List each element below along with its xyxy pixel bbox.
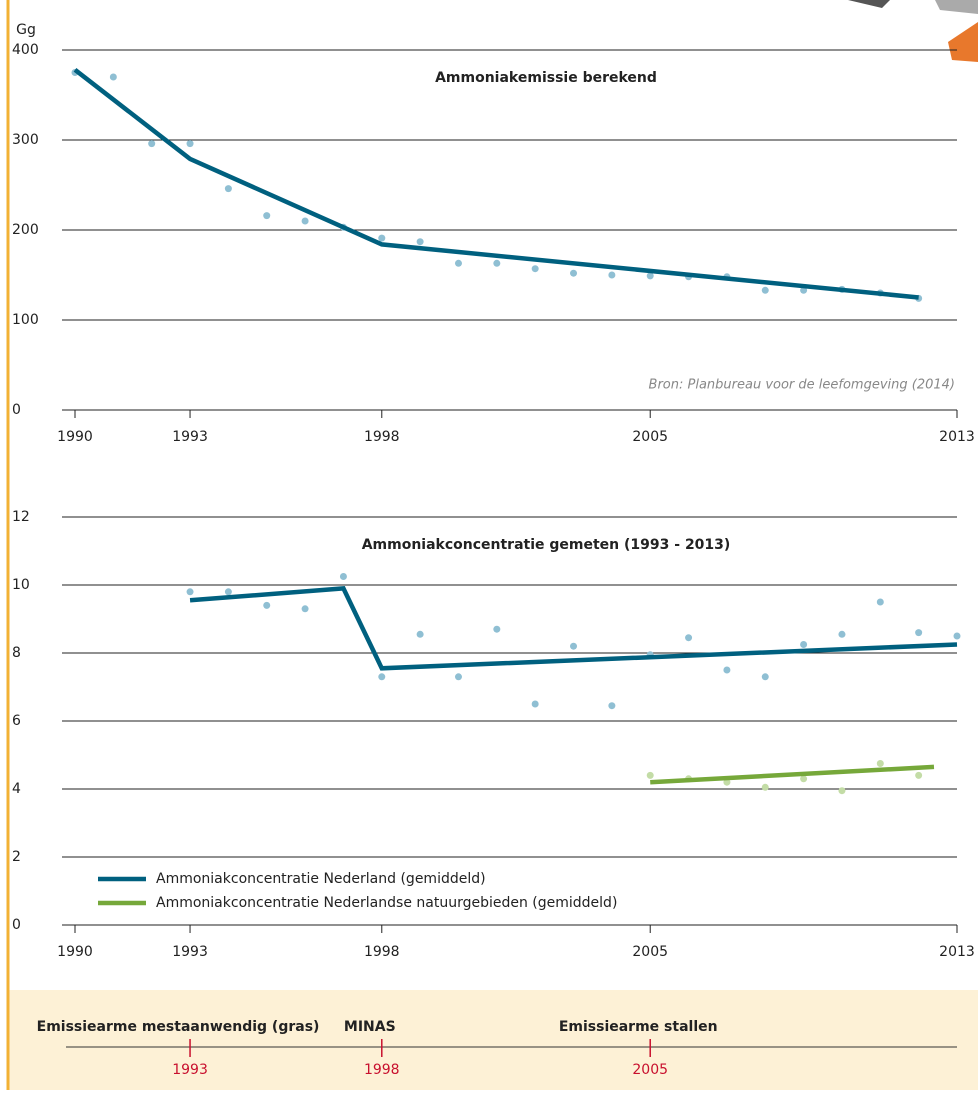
x-tick-label: 1993 (172, 429, 208, 445)
data-point (531, 265, 539, 273)
data-point (493, 259, 501, 267)
y-tick-label: 4 (12, 781, 21, 797)
data-point (339, 573, 347, 580)
data-point (723, 778, 731, 786)
x-tick-label: 2005 (632, 429, 668, 445)
y-tick-label: 0 (12, 917, 21, 933)
data-point (301, 217, 309, 225)
data-point (876, 598, 884, 606)
source-note: Bron: Planbureau voor de leefomgeving (2… (649, 378, 955, 393)
data-point (646, 272, 654, 280)
decoration (848, 0, 890, 8)
data-point (800, 775, 808, 783)
event-year: 2005 (632, 1062, 668, 1078)
data-point (493, 625, 501, 633)
data-point (378, 673, 386, 681)
y-tick-label: 8 (12, 645, 21, 661)
y-axis-label: Gg (16, 22, 36, 38)
data-point (761, 673, 769, 681)
data-point (416, 238, 424, 246)
data-point (570, 269, 578, 277)
data-point (531, 700, 539, 708)
x-tick-label: 1990 (57, 429, 93, 445)
trend-line (650, 764, 935, 785)
data-point (608, 702, 616, 710)
y-tick-label: 2 (12, 849, 21, 865)
chart-title: Ammoniakconcentratie gemeten (1993 - 201… (362, 537, 731, 553)
event-label: MINAS (344, 1019, 396, 1035)
x-tick-label: 2013 (939, 944, 975, 960)
data-point (301, 605, 309, 613)
data-point (454, 673, 462, 681)
data-point (838, 630, 846, 638)
data-point (646, 771, 654, 779)
data-point (800, 641, 808, 648)
data-point (608, 271, 616, 279)
event-year: 1993 (172, 1062, 208, 1078)
data-point (454, 259, 462, 267)
data-point (838, 787, 846, 795)
decoration (948, 22, 978, 62)
y-tick-label: 12 (12, 509, 30, 525)
data-point (685, 634, 693, 642)
data-point (761, 783, 769, 791)
data-point (148, 140, 156, 148)
data-point (224, 588, 232, 596)
data-point (915, 629, 923, 637)
x-tick-label: 1998 (364, 429, 400, 445)
y-tick-label: 100 (12, 312, 39, 328)
data-point (186, 140, 194, 148)
data-point (263, 601, 271, 609)
timeline-band (8, 990, 978, 1090)
y-tick-label: 300 (12, 132, 39, 148)
data-point (915, 771, 923, 779)
trend-line (73, 68, 919, 300)
data-point (186, 588, 194, 596)
x-tick-label: 2013 (939, 429, 975, 445)
x-tick-label: 1998 (364, 944, 400, 960)
data-point (224, 185, 232, 193)
data-point (378, 234, 386, 242)
legend-label: Ammoniakconcentratie Nederlandse natuurg… (156, 895, 617, 911)
y-tick-label: 10 (12, 577, 30, 593)
data-point (263, 212, 271, 220)
data-point (570, 642, 578, 650)
x-tick-label: 2005 (632, 944, 668, 960)
data-point (416, 630, 424, 638)
legend-label: Ammoniakconcentratie Nederland (gemiddel… (156, 871, 486, 887)
data-point (109, 73, 117, 81)
data-point (876, 760, 884, 767)
event-label: Emissiearme stallen (559, 1019, 718, 1035)
y-tick-label: 0 (12, 402, 21, 418)
data-point (761, 286, 769, 294)
decoration (935, 0, 978, 14)
y-tick-label: 400 (12, 42, 39, 58)
event-year: 1998 (364, 1062, 400, 1078)
event-label: Emissiearme mestaanwendig (gras) (37, 1019, 320, 1035)
data-point (953, 632, 961, 640)
y-tick-label: 200 (12, 222, 39, 238)
x-tick-label: 1993 (172, 944, 208, 960)
trend-line (189, 586, 958, 671)
chart-title: Ammoniakemissie berekend (435, 70, 657, 86)
data-point (723, 666, 731, 674)
y-tick-label: 6 (12, 713, 21, 729)
x-tick-label: 1990 (57, 944, 93, 960)
